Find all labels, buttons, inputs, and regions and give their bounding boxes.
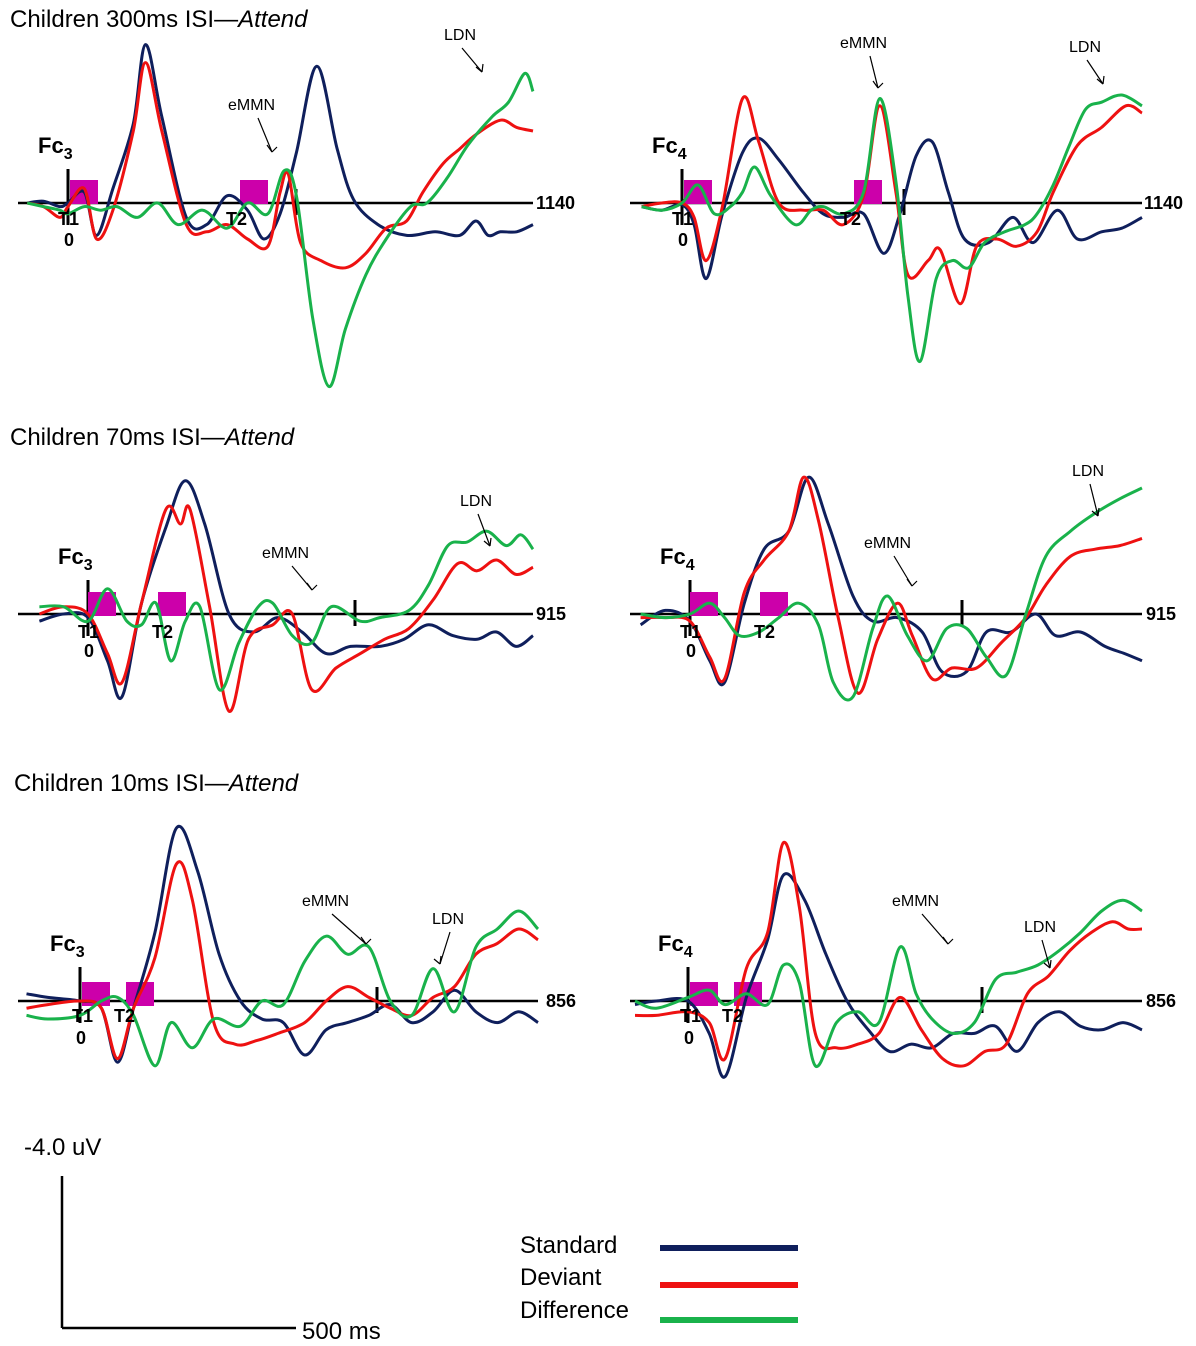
scale-bar-time-label: 500 ms xyxy=(302,1318,381,1345)
row0-panel0-tone-box-2 xyxy=(240,180,268,204)
row1-panel0-electrode-label: Fc3 xyxy=(58,544,93,574)
row0-panel0-line-deviant xyxy=(26,61,534,270)
row0-panel1-t2-label: T2 xyxy=(840,209,861,229)
row1-panel0-ldn-arrow-shaft xyxy=(477,513,491,547)
legend-item-deviant: Deviant xyxy=(520,1264,602,1291)
row1-panel0-line-standard xyxy=(38,479,534,701)
row0-panel0-epoch-end-label: 1140 xyxy=(536,193,575,213)
row1-panel1-ldn-arrow-shaft xyxy=(1089,483,1099,517)
row0-panel0-emmn-arrow-head xyxy=(266,144,278,153)
row1-panel1-line-standard xyxy=(639,475,1143,687)
row0-panel1-emmn-arrow-head xyxy=(872,80,884,89)
row1-panel1-electrode-label: Fc4 xyxy=(660,544,695,574)
row1-panel0-ldn-arrow-head xyxy=(483,537,492,547)
row0-panel0-onset-label: 0 xyxy=(64,230,74,250)
row2-panel1-emmn-arrow-shaft xyxy=(921,913,949,945)
row2-panel0-emmn-arrow-shaft xyxy=(331,913,367,945)
row2-panel0-line-deviant xyxy=(26,860,539,1061)
legend-item-standard: Standard xyxy=(520,1232,618,1259)
row2-panel1-ldn-arrow-head xyxy=(1043,959,1052,969)
row2-panel0-t2-label: T2 xyxy=(114,1006,135,1026)
legend-item-difference: Difference xyxy=(520,1297,629,1324)
row0-panel1-line-deviant xyxy=(641,95,1143,306)
row2-panel1-ldn-arrow-shaft xyxy=(1041,939,1051,969)
row1-panel1-emmn-label: eMMN xyxy=(864,535,911,552)
row1-panel1-t1-label: T1 xyxy=(680,622,701,642)
row0-panel1-tone-box-2 xyxy=(854,180,882,204)
row2-panel1-t2-label: T2 xyxy=(722,1006,743,1026)
row1-panel1-line-difference xyxy=(640,486,1143,702)
row1-panel0-tone-box-2 xyxy=(158,592,186,616)
row0-panel0-emmn-arrow-shaft xyxy=(257,117,273,153)
row1-panel0-epoch-end-label: 915 xyxy=(536,604,566,624)
row1-panel1-t2-label: T2 xyxy=(754,622,775,642)
row2-panel1-line-difference xyxy=(634,898,1143,1068)
row2-panel0-line-difference xyxy=(26,909,540,1068)
row2-panel1-emmn-arrow-head xyxy=(942,936,954,945)
row0-panel1-onset-label: 0 xyxy=(678,230,688,250)
row1-panel0-line-deviant xyxy=(38,504,534,713)
row2-panel0-epoch-end-label: 856 xyxy=(546,991,576,1011)
row2-panel1-line-standard xyxy=(634,872,1143,1079)
row2-panel1-line-deviant xyxy=(634,841,1143,1068)
row0-panel0-ldn-arrow-shaft xyxy=(461,47,483,73)
row2-panel0-ldn-arrow-head xyxy=(433,955,442,965)
row0-panel1-epoch-end-label: 1140 xyxy=(1144,193,1183,213)
row1-panel1-emmn-arrow-head xyxy=(906,578,918,587)
row2-panel0-line-standard xyxy=(26,824,539,1064)
row0-panel0-t1-label: T1 xyxy=(58,209,79,229)
row0-panel0-ldn-arrow-head xyxy=(475,63,484,73)
scale-bar-voltage-label: -4.0 uV xyxy=(24,1134,102,1161)
row2-panel1-t1-label: T1 xyxy=(680,1006,701,1026)
row0-panel0-t2-label: T2 xyxy=(226,209,247,229)
row0-panel1-ldn-arrow-head xyxy=(1096,75,1105,85)
row0-panel1-ldn-label: LDN xyxy=(1069,39,1101,56)
row2-panel0-ldn-arrow-shaft xyxy=(439,931,451,965)
row1-panel1-line-deviant xyxy=(640,475,1143,695)
legend-swatch-standard xyxy=(660,1245,798,1251)
row1-panel0-emmn-label: eMMN xyxy=(262,545,309,562)
row1-panel0-t2-label: T2 xyxy=(152,622,173,642)
row2-panel1-ldn-label: LDN xyxy=(1024,919,1056,936)
row0-panel1-line-difference xyxy=(641,93,1143,363)
row1-panel0-ldn-label: LDN xyxy=(460,493,492,510)
row2-panel0-electrode-label: Fc3 xyxy=(50,931,85,961)
row0-panel1-t1-label: T1 xyxy=(672,209,693,229)
row2-panel1-onset-label: 0 xyxy=(684,1028,694,1048)
row1-panel0-emmn-arrow-head xyxy=(306,582,318,591)
legend-swatch-difference xyxy=(660,1317,798,1323)
row1-panel1-onset-label: 0 xyxy=(686,641,696,661)
row-title-70ms: Children 70ms ISI—Attend xyxy=(10,424,295,451)
row0-panel1-ldn-arrow-shaft xyxy=(1086,59,1104,85)
row1-panel0-t1-label: T1 xyxy=(78,622,99,642)
row2-panel0-t1-label: T1 xyxy=(72,1006,93,1026)
row1-panel0-line-difference xyxy=(39,529,535,692)
row1-panel0-onset-label: 0 xyxy=(84,641,94,661)
row0-panel1-emmn-arrow-shaft xyxy=(869,55,879,89)
row0-panel0-ldn-label: LDN xyxy=(444,27,476,44)
row-title-10ms: Children 10ms ISI—Attend xyxy=(14,770,299,797)
row2-panel0-emmn-label: eMMN xyxy=(302,893,349,910)
row-title-300ms: Children 300ms ISI—Attend xyxy=(10,6,308,33)
row2-panel1-epoch-end-label: 856 xyxy=(1146,991,1176,1011)
row0-panel1-line-standard xyxy=(641,136,1143,281)
row0-panel1-electrode-label: Fc4 xyxy=(652,133,687,163)
row0-panel0-line-difference xyxy=(26,71,535,389)
row0-panel1-emmn-label: eMMN xyxy=(840,35,887,52)
row2-panel0-ldn-label: LDN xyxy=(432,911,464,928)
row0-panel0-electrode-label: Fc3 xyxy=(38,133,73,163)
row0-panel0-emmn-label: eMMN xyxy=(228,97,275,114)
legend-swatch-deviant xyxy=(660,1282,798,1288)
row1-panel1-epoch-end-label: 915 xyxy=(1146,604,1176,624)
row2-panel0-onset-label: 0 xyxy=(76,1028,86,1048)
row2-panel1-electrode-label: Fc4 xyxy=(658,931,693,961)
row2-panel1-emmn-label: eMMN xyxy=(892,893,939,910)
row1-panel1-ldn-label: LDN xyxy=(1072,463,1104,480)
row2-panel0-emmn-arrow-head xyxy=(360,936,372,945)
row1-panel1-ldn-arrow-head xyxy=(1091,507,1100,517)
